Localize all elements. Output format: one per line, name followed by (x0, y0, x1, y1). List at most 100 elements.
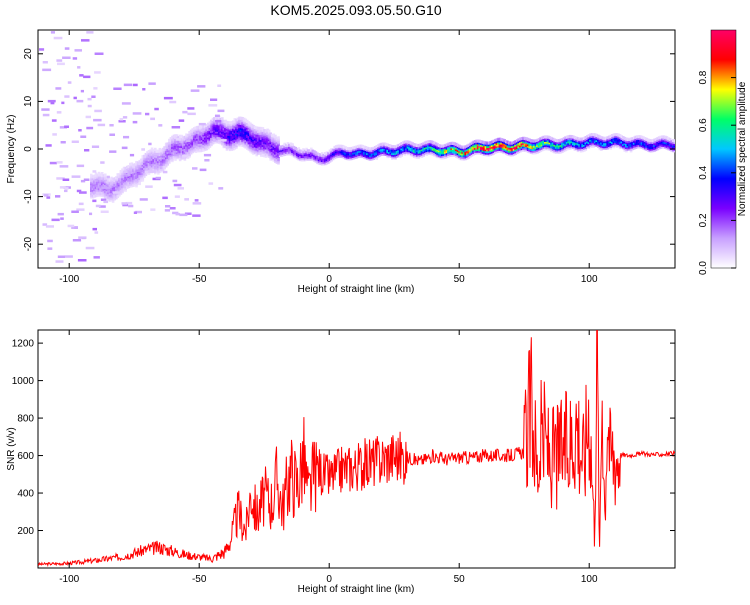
spectrogram-cell (139, 163, 143, 167)
spectrogram-cell (469, 142, 472, 146)
spectrogram-cell (642, 146, 645, 150)
spectrogram-cell (327, 160, 330, 164)
spectrogram-cell (182, 110, 188, 114)
spectrogram-cell (330, 158, 333, 162)
spectrogram-cell (600, 142, 603, 146)
spectrogram-cell (260, 150, 263, 154)
spectrogram-cell (253, 139, 257, 143)
spectrogram-cell (221, 140, 224, 144)
spectrogram-cell (116, 179, 120, 184)
spectrogram-cell (600, 147, 603, 151)
spectrogram-cell (640, 145, 644, 149)
spectrogram-cell (372, 155, 375, 159)
spectrogram-cell (391, 150, 394, 154)
spectrogram-cell (186, 140, 190, 144)
spectrogram-cell (670, 143, 673, 147)
spectrogram-cell (427, 140, 430, 144)
spectrogram-cell (108, 198, 112, 202)
spectrogram-cell (522, 136, 525, 140)
colorbar-tick-label: 0.2 (698, 213, 709, 227)
spectrogram-cell (355, 153, 358, 158)
spectrogram-cell (196, 140, 199, 145)
spectrogram-cell (545, 145, 549, 149)
spectrogram-cell (439, 149, 442, 153)
spectrogram-cell (200, 130, 204, 134)
spectrogram-cell (478, 141, 481, 145)
spectrogram-cell (200, 147, 204, 151)
spectrogram-cell (568, 144, 572, 149)
spectrogram-cell (160, 169, 163, 173)
spectrogram-cell (629, 145, 633, 150)
spectrogram-cell (529, 149, 533, 153)
spectrogram-cell (147, 150, 151, 154)
spectrogram-cell (607, 138, 611, 143)
spectrogram-cell (154, 162, 157, 166)
spectrogram-cell (115, 177, 118, 182)
spectrogram-cell (576, 147, 580, 151)
spectrogram-cell (539, 138, 542, 143)
spectrogram-cell (392, 151, 396, 156)
spectrogram-cell (417, 148, 421, 153)
spectrogram-cell (185, 136, 188, 140)
spectrogram-cell (118, 180, 121, 184)
spectrogram-cell (628, 144, 631, 148)
spectrogram-cell (414, 148, 418, 152)
spectrogram-cell (297, 153, 301, 158)
spectrogram-cell (455, 154, 458, 158)
spectrogram-cell (211, 122, 215, 126)
spectrogram-cell (264, 146, 268, 150)
spectrogram-cell (232, 137, 235, 141)
spectrogram-cell (171, 144, 174, 148)
spectrogram-cell (441, 147, 444, 152)
spectrogram-cell (416, 143, 419, 148)
spectrogram-cell (537, 144, 541, 148)
spectrogram-cell (373, 147, 377, 151)
spectrogram-cell (232, 145, 235, 149)
spectrogram-cell (216, 123, 219, 127)
spectrogram-cell (232, 133, 235, 138)
spectrogram-cell (519, 137, 522, 141)
spectrogram-cell (174, 150, 177, 155)
spectrogram-cell (572, 145, 575, 149)
spectrogram-cell (247, 147, 251, 152)
spectrogram-cell (568, 146, 572, 150)
spectrogram-cell (597, 136, 600, 140)
spectrogram-cell (123, 170, 128, 173)
spectrogram-cell (646, 140, 650, 144)
spectrogram-cell (188, 142, 191, 146)
spectrogram-cell (250, 145, 254, 149)
spectrogram-cell (314, 158, 318, 162)
spectrogram-cell (148, 170, 156, 173)
spectrogram-cell (319, 158, 322, 162)
spectrogram-cell (625, 147, 628, 151)
spectrogram-cell (632, 144, 636, 148)
spectrogram-cell (90, 178, 93, 182)
spectrogram-cell (158, 169, 162, 173)
spectrogram-cell (411, 142, 414, 146)
spectrogram-cell (213, 120, 216, 124)
spectrogram-cell (275, 155, 279, 159)
spectrogram-cell (442, 144, 446, 148)
spectrogram-cell (123, 135, 130, 139)
spectrogram-cell (266, 143, 269, 147)
spectrogram-cell (523, 143, 527, 147)
spectrogram-cell (203, 129, 207, 133)
spectrogram-cell (171, 142, 174, 146)
spectrogram-cell (581, 147, 584, 151)
spectrogram-cell (246, 136, 249, 140)
spectrogram-cell (498, 149, 502, 153)
spectrogram-cell (183, 142, 187, 146)
spectrogram-cell (573, 141, 577, 145)
spectrogram-cell (227, 141, 230, 145)
spectrogram-cell (161, 162, 165, 166)
x-tick-label: -100 (59, 274, 79, 285)
spectrogram-cell (409, 146, 413, 150)
spectrogram-cell (146, 154, 149, 158)
spectrogram-cell (264, 136, 268, 140)
spectrogram-cell (269, 157, 272, 161)
spectrogram-cell (199, 142, 202, 146)
spectrogram-cell (154, 157, 157, 161)
spectrogram-cell (71, 175, 81, 178)
spectrogram-cell (430, 147, 433, 151)
spectrogram-cell (317, 159, 321, 163)
